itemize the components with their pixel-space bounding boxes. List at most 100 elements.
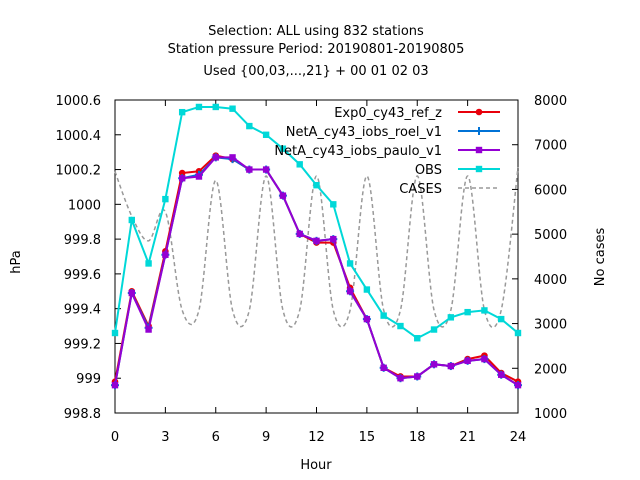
data-point-obs (464, 308, 471, 316)
title-line-3: Used {00,03,...,21} + 00 01 02 03 (203, 64, 428, 79)
legend-marker (475, 146, 483, 154)
y-axis-right: 1000 2000 3000 4000 5000 6000 7000 8000 (512, 94, 567, 422)
y2-tick-label: 8000 (534, 94, 567, 109)
series-line-obs (114, 105, 519, 340)
y-tick-label: 999 (76, 372, 101, 387)
y2-tick-label: 2000 (534, 362, 567, 377)
series-neta-cy43-iobs-paulo-v1 (111, 154, 522, 389)
data-point-neta-cy43-iobs-paulo-v1 (229, 154, 236, 161)
x-tick-label: 15 (359, 430, 376, 445)
x-tick-label: 9 (262, 430, 270, 445)
legend-item-exp0-cy43-ref-z: Exp0_cy43_ref_z (334, 106, 500, 121)
x-tick-label: 6 (212, 430, 220, 445)
y-tick-label: 999.6 (64, 268, 101, 283)
legend-item-neta-cy43-iobs-roel-v1: NetA_cy43_iobs_roel_v1 (286, 125, 500, 140)
series-line-cases (114, 166, 519, 329)
data-point-obs (447, 314, 455, 321)
title-line-1: Selection: ALL using 832 stations (208, 24, 424, 39)
legend-item-neta-cy43-iobs-paulo-v1: NetA_cy43_iobs_paulo_v1 (274, 144, 500, 159)
data-point-exp0-cy43-ref-z (178, 169, 186, 177)
y2-tick-label: 5000 (534, 228, 567, 243)
legend-label: CASES (399, 182, 442, 197)
y-tick-label: 1000.6 (56, 94, 102, 109)
y-tick-label: 999.2 (64, 337, 101, 352)
data-point-neta-cy43-iobs-paulo-v1 (296, 230, 303, 238)
data-point-obs (363, 286, 371, 293)
legend-label: NetA_cy43_iobs_roel_v1 (286, 125, 442, 140)
data-point-obs (128, 216, 135, 224)
x-tick-label: 24 (510, 430, 527, 445)
data-point-obs (279, 145, 287, 152)
title-line-2: Station pressure Period: 20190801-201908… (168, 42, 465, 57)
legend-label: OBS (415, 163, 442, 178)
legend-marker (475, 127, 483, 135)
data-point-obs (111, 329, 119, 337)
data-point-neta-cy43-iobs-paulo-v1 (414, 373, 421, 380)
y2-axis-label: No cases (593, 228, 608, 287)
data-point-obs (212, 103, 219, 111)
y2-tick-label: 3000 (534, 318, 567, 333)
data-point-obs (296, 161, 303, 168)
x-tick-label: 18 (409, 430, 426, 445)
data-point-neta-cy43-iobs-paulo-v1 (514, 381, 522, 389)
data-point-obs (380, 312, 387, 319)
y2-tick-label: 1000 (534, 407, 567, 422)
data-point-obs (313, 182, 320, 189)
x-tick-label: 3 (161, 430, 169, 445)
data-point-obs (162, 195, 169, 203)
data-point-neta-cy43-iobs-paulo-v1 (111, 381, 119, 389)
y2-tick-label: 7000 (534, 139, 567, 154)
legend-item-cases: CASES (399, 182, 500, 197)
y-axis-left: 998.8 999 999.2 999.4 999.6 999.8 1000 1000.2 10… (56, 94, 121, 422)
y-tick-label: 1000 (68, 198, 101, 213)
y-tick-label: 998.8 (64, 407, 101, 422)
x-tick-label: 0 (111, 430, 119, 445)
data-point-obs (498, 315, 505, 323)
x-tick-label: 21 (459, 430, 476, 445)
data-point-neta-cy43-iobs-paulo-v1 (330, 235, 337, 243)
series-cases (114, 166, 519, 329)
data-point-neta-cy43-iobs-paulo-v1 (380, 364, 387, 371)
legend-item-obs: OBS (415, 163, 500, 178)
series-layer (111, 103, 522, 390)
data-point-obs (195, 103, 203, 111)
data-point-obs (514, 329, 522, 337)
chart-title: Selection: ALL using 832 stations Statio… (168, 24, 465, 79)
y2-tick-label: 4000 (534, 273, 567, 288)
data-point-neta-cy43-iobs-paulo-v1 (246, 166, 253, 173)
data-point-neta-cy43-iobs-paulo-v1 (481, 355, 488, 363)
data-point-neta-cy43-iobs-paulo-v1 (447, 362, 455, 370)
legend: Exp0_cy43_ref_z NetA_cy43_iobs_roel_v1 Net… (274, 106, 500, 197)
x-axis-label: Hour (300, 458, 332, 473)
data-point-neta-cy43-iobs-paulo-v1 (128, 289, 135, 297)
x-axis: 0 3 6 9 12 15 18 21 24 (111, 100, 526, 445)
data-point-neta-cy43-iobs-paulo-v1 (262, 166, 270, 173)
data-point-neta-cy43-iobs-paulo-v1 (313, 237, 320, 245)
legend-marker (475, 165, 483, 173)
y-tick-label: 999.4 (64, 303, 101, 318)
data-point-neta-cy43-iobs-paulo-v1 (464, 357, 471, 365)
data-point-neta-cy43-iobs-paulo-v1 (346, 288, 354, 295)
data-point-neta-cy43-iobs-paulo-v1 (279, 192, 287, 199)
legend-label: Exp0_cy43_ref_z (334, 106, 442, 121)
series-line-exp0-cy43-ref-z (114, 154, 519, 383)
data-point-neta-cy43-iobs-paulo-v1 (145, 326, 152, 333)
data-point-neta-cy43-iobs-paulo-v1 (212, 154, 219, 161)
data-point-obs (145, 260, 152, 267)
data-point-obs (178, 108, 186, 116)
data-point-obs (397, 322, 404, 330)
data-point-neta-cy43-iobs-paulo-v1 (178, 175, 186, 182)
series-obs (111, 103, 522, 342)
data-point-obs (414, 335, 421, 342)
series-neta-cy43-iobs-roel-v1 (111, 153, 522, 390)
y-tick-label: 1000.4 (56, 129, 102, 144)
data-point-neta-cy43-iobs-paulo-v1 (363, 315, 371, 323)
data-point-neta-cy43-iobs-paulo-v1 (162, 251, 169, 258)
data-point-obs (430, 326, 438, 333)
x-tick-label: 12 (308, 430, 325, 445)
data-point-obs (346, 260, 354, 267)
legend-marker (475, 108, 483, 116)
data-point-neta-cy43-iobs-paulo-v1 (498, 371, 505, 378)
y2-tick-label: 6000 (534, 183, 567, 198)
